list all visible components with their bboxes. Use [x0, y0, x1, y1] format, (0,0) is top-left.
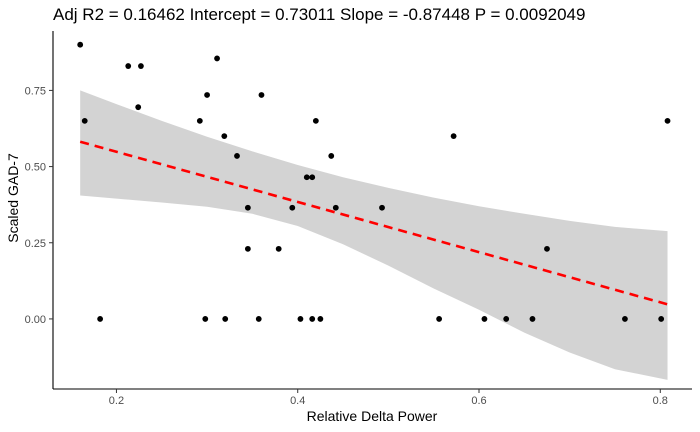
data-point: [544, 245, 550, 252]
data-point: [664, 117, 671, 124]
data-point: [503, 316, 510, 322]
x-axis-title: Relative Delta Power: [307, 408, 438, 424]
data-point: [204, 92, 210, 98]
data-point: [138, 63, 144, 69]
x-tick-label: 0.6: [471, 395, 486, 407]
data-point: [312, 117, 319, 124]
data-point: [234, 153, 240, 159]
y-tick-label: 0.25: [25, 238, 46, 250]
data-points-layer: [77, 41, 671, 322]
data-point: [309, 316, 316, 322]
data-point: [450, 133, 457, 140]
data-point: [436, 316, 443, 322]
data-point: [97, 316, 104, 322]
data-point: [297, 316, 304, 322]
data-point: [135, 104, 142, 111]
chart-title: Adj R2 = 0.16462 Intercept = 0.73011 Slo…: [53, 5, 585, 24]
data-point: [332, 204, 339, 211]
x-tick-label: 0.2: [109, 395, 124, 407]
regression-line-layer: [79, 140, 668, 306]
data-point: [328, 153, 335, 159]
data-point: [77, 41, 84, 48]
data-point: [529, 316, 536, 322]
data-point: [202, 316, 209, 322]
y-tick-label: 0.75: [25, 85, 46, 97]
confidence-band: [80, 90, 668, 380]
data-point: [317, 316, 324, 322]
y-tick-label: 0.00: [25, 314, 46, 326]
data-point: [622, 316, 628, 322]
x-tick-label: 0.8: [653, 395, 668, 407]
data-point: [289, 204, 296, 211]
y-tick-label: 0.50: [25, 162, 46, 174]
confidence-band-layer: [80, 90, 668, 380]
regression-line: [79, 140, 668, 306]
data-point: [222, 316, 229, 322]
axes-layer: 0.2 0.4 0.6 0.8 0.00 0.25 0.50 0.75: [25, 31, 692, 407]
data-point: [303, 174, 310, 181]
data-point: [244, 204, 251, 211]
data-point: [214, 55, 220, 62]
data-point: [379, 204, 385, 211]
x-tick-label: 0.4: [290, 395, 305, 407]
y-axis-title: Scaled GAD-7: [5, 153, 21, 243]
data-point: [481, 316, 488, 322]
data-point: [125, 63, 132, 69]
data-point: [309, 174, 316, 181]
data-point: [244, 245, 251, 252]
data-point: [275, 245, 282, 252]
data-point: [221, 133, 228, 140]
data-point: [658, 316, 665, 322]
data-point: [196, 117, 203, 124]
data-point: [255, 316, 262, 322]
data-point: [258, 92, 265, 98]
data-point: [81, 117, 88, 124]
